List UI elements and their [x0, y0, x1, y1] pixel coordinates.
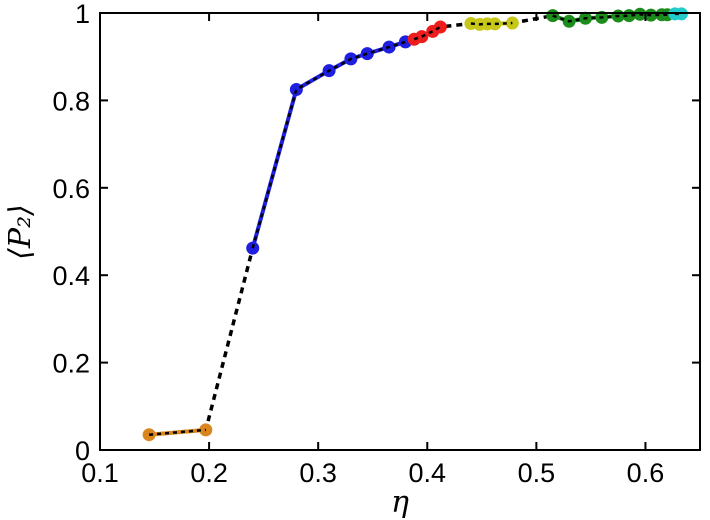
y-tick-label: 0 [75, 436, 90, 466]
series-layer [142, 7, 688, 442]
x-axis-ticks: 0.1 0.2 0.3 0.4 0.5 0.6 [81, 13, 664, 488]
series-1 [246, 35, 412, 255]
x-tick-label: 0.4 [408, 458, 446, 488]
y-tick-label: 0.8 [52, 86, 90, 116]
y-axis-ticks: 0 0.2 0.4 0.6 0.8 1 [52, 0, 700, 466]
x-tick-label: 0.5 [518, 458, 556, 488]
y-tick-label: 0.4 [52, 261, 90, 291]
trend-line [148, 12, 679, 437]
x-tick-label: 0.6 [627, 458, 665, 488]
series-dotted-overlay [413, 25, 441, 41]
series-4 [546, 7, 674, 28]
plot-frame [99, 12, 701, 451]
data-point [433, 20, 447, 34]
data-point [360, 47, 374, 61]
series-0 [142, 423, 213, 442]
data-point [546, 9, 560, 23]
trend-line-layer [148, 12, 679, 437]
y-tick-label: 1 [75, 0, 90, 29]
series-dotted-overlay [552, 13, 668, 23]
y-axis-label: ⟨P₂⟩ [3, 204, 38, 260]
y-tick-label: 0.2 [52, 349, 90, 379]
series-dotted-overlay [251, 40, 406, 249]
series-dotted-overlay [148, 428, 206, 436]
series-3 [464, 16, 519, 31]
x-tick-label: 0.1 [81, 458, 119, 488]
series-dotted-overlay [470, 21, 513, 26]
x-axis-label: η [391, 485, 409, 520]
y-tick-label: 0.6 [52, 174, 90, 204]
series-2 [407, 20, 447, 46]
x-tick-label: 0.2 [190, 458, 228, 488]
x-tick-label: 0.3 [299, 458, 337, 488]
